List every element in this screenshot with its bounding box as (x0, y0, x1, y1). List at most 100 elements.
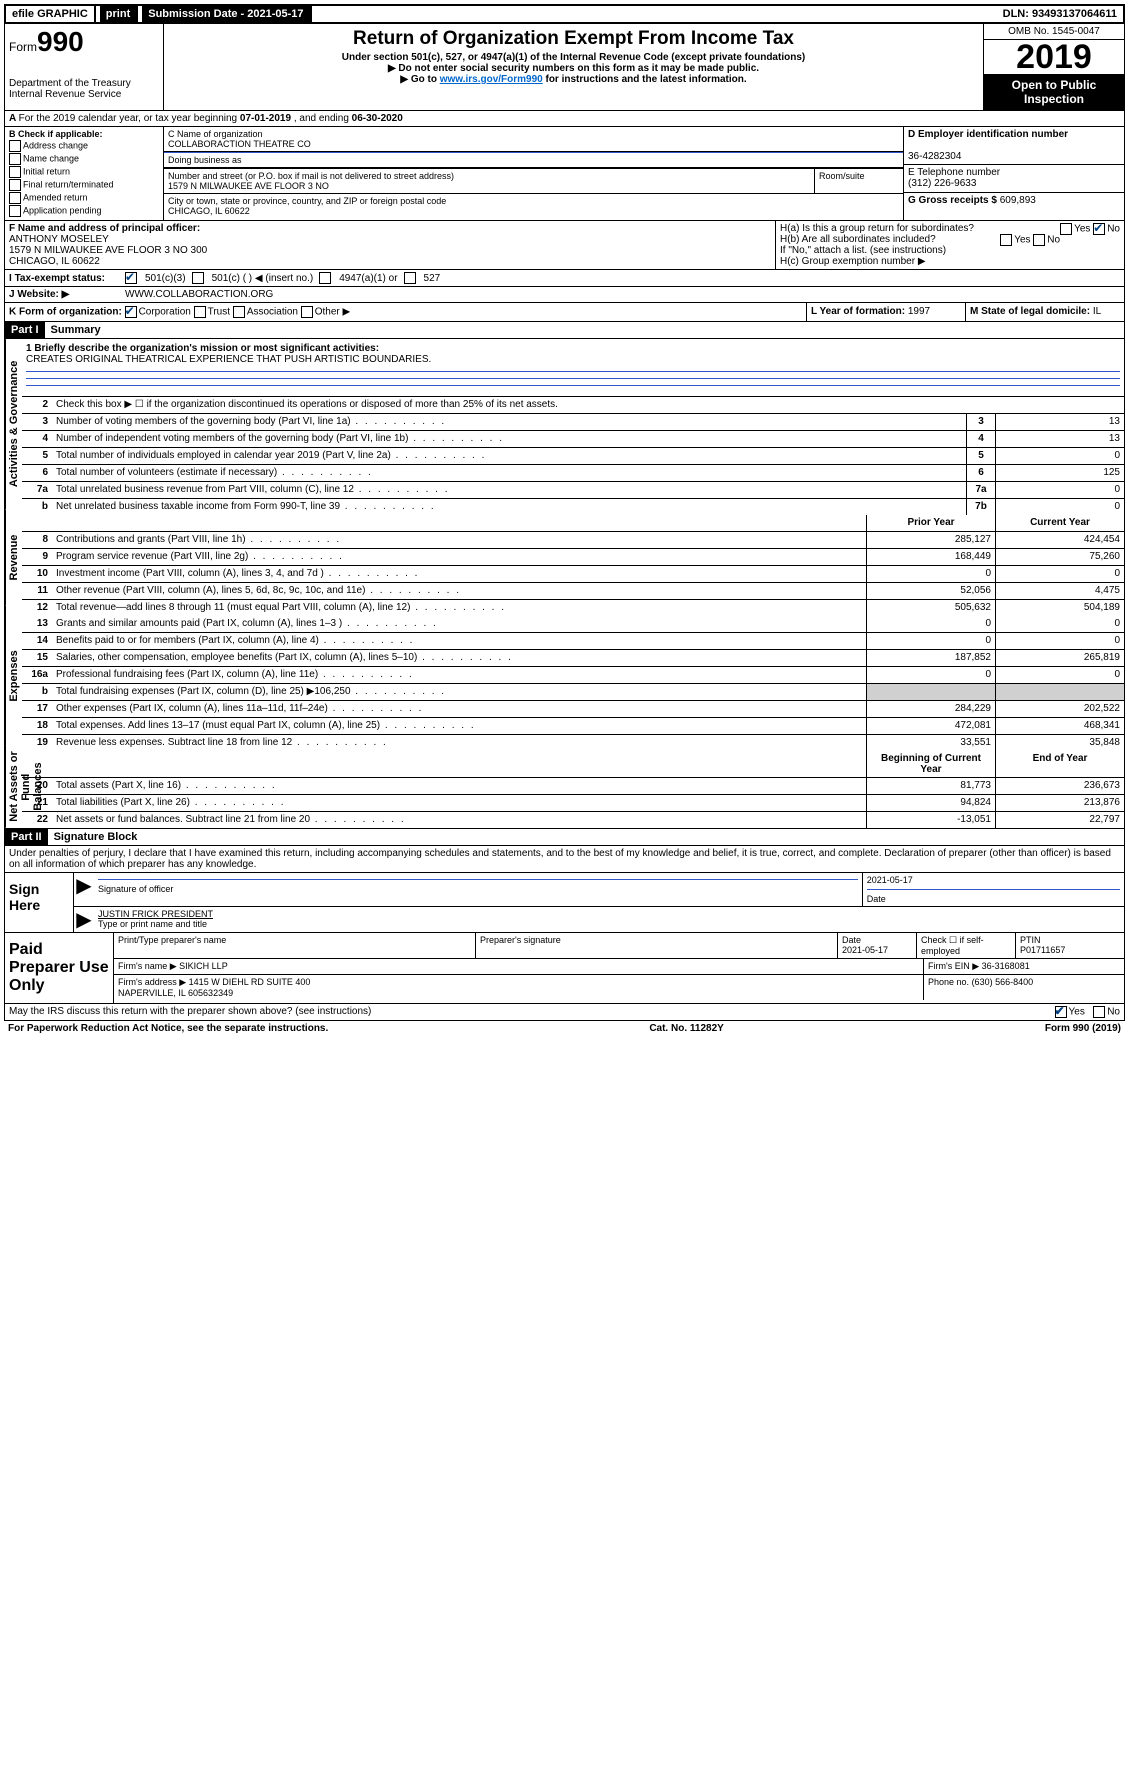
pra-notice: For Paperwork Reduction Act Notice, see … (8, 1023, 328, 1034)
firm-addr-lbl: Firm's address ▶ (118, 977, 186, 987)
table-row: 22Net assets or fund balances. Subtract … (22, 812, 1124, 828)
footer: For Paperwork Reduction Act Notice, see … (4, 1021, 1125, 1036)
chk-final-return[interactable]: Final return/terminated (9, 179, 159, 191)
table-row: 7aTotal unrelated business revenue from … (22, 482, 1124, 499)
side-governance: Activities & Governance (5, 339, 22, 509)
irs-link[interactable]: www.irs.gov/Form990 (440, 74, 543, 85)
top-bar: efile GRAPHIC print Submission Date - 20… (4, 4, 1125, 24)
part1-header: Part I Summary (4, 322, 1125, 339)
hb-yes[interactable] (1000, 234, 1012, 246)
paid-preparer-block: Paid Preparer Use Only Print/Type prepar… (4, 933, 1125, 1004)
firm-name: SIKICH LLP (179, 961, 228, 971)
org-name: COLLABORACTION THEATRE CO (168, 139, 899, 149)
officer-addr: 1579 N MILWAUKEE AVE FLOOR 3 NO 300 CHIC… (9, 245, 207, 267)
hb-no[interactable] (1033, 234, 1045, 246)
table-row: bNet unrelated business taxable income f… (22, 499, 1124, 515)
line2: Check this box ▶ ☐ if the organization d… (52, 397, 1124, 413)
subtitle-1: Under section 501(c), 527, or 4947(a)(1)… (170, 52, 977, 63)
ha-label: H(a) Is this a group return for subordin… (780, 223, 974, 234)
arrow-icon: ▶ (74, 907, 94, 932)
chk-527[interactable] (404, 272, 416, 284)
firm-phone-lbl: Phone no. (928, 977, 969, 987)
perjury-text: Under penalties of perjury, I declare th… (5, 846, 1124, 872)
tax-year: 2019 (984, 40, 1124, 74)
officer-label: F Name and address of principal officer: (9, 223, 200, 234)
chk-501c3[interactable] (125, 272, 137, 284)
print-button[interactable]: print (100, 6, 138, 22)
period-label: For the 2019 calendar year, or tax year … (19, 113, 240, 124)
discuss-no[interactable] (1093, 1006, 1105, 1018)
sig-name: JUSTIN FRICK PRESIDENT (98, 909, 213, 919)
prep-date: 2021-05-17 (842, 945, 888, 955)
firm-phone: (630) 566-8400 (972, 977, 1034, 987)
mission-text: CREATES ORIGINAL THEATRICAL EXPERIENCE T… (26, 354, 431, 365)
hb-note: If "No," attach a list. (see instruction… (780, 245, 1120, 256)
form-prefix: Form (9, 40, 37, 54)
chk-corp[interactable] (125, 306, 137, 318)
form-header: Form990 Department of the Treasury Inter… (4, 24, 1125, 111)
m-val: IL (1093, 306, 1101, 317)
table-row: 3Number of voting members of the governi… (22, 414, 1124, 431)
sig-officer-label: Signature of officer (98, 884, 173, 894)
prep-name-hdr: Print/Type preparer's name (114, 933, 476, 958)
hb-label: H(b) Are all subordinates included? (780, 234, 936, 245)
officer-name: ANTHONY MOSELEY (9, 234, 109, 245)
table-row: 10Investment income (Part VIII, column (… (22, 566, 1124, 583)
chk-other[interactable] (301, 306, 313, 318)
open-public-badge: Open to Public Inspection (984, 74, 1124, 110)
chk-501c[interactable] (192, 272, 204, 284)
ein-label: D Employer identification number (908, 129, 1068, 140)
form-number: 990 (37, 26, 84, 57)
sig-name-label: Type or print name and title (98, 919, 207, 929)
chk-4947[interactable] (319, 272, 331, 284)
side-netassets: Net Assets or Fund Balances (5, 746, 22, 828)
table-row: 5Total number of individuals employed in… (22, 448, 1124, 465)
dln: DLN: 93493137064611 (997, 6, 1123, 22)
form-ref: Form 990 (2019) (1045, 1023, 1121, 1034)
table-row: 20Total assets (Part X, line 16)81,77323… (22, 778, 1124, 795)
box-b-header: B Check if applicable: (9, 129, 103, 139)
table-row: 12Total revenue—add lines 8 through 11 (… (22, 600, 1124, 616)
goto-post: for instructions and the latest informat… (543, 74, 747, 85)
chk-amended[interactable]: Amended return (9, 192, 159, 204)
chk-name-change[interactable]: Name change (9, 153, 159, 165)
side-revenue: Revenue (5, 509, 22, 605)
paid-label: Paid Preparer Use Only (5, 933, 114, 1003)
gross-label: G Gross receipts $ (908, 195, 997, 206)
k-label: K Form of organization: (9, 307, 122, 318)
m-label: M State of legal domicile: (970, 306, 1090, 317)
discuss-yes[interactable] (1055, 1006, 1067, 1018)
l-val: 1997 (908, 306, 930, 317)
officer-group-row: F Name and address of principal officer:… (4, 221, 1125, 270)
form-org-row: K Form of organization: Corporation Trus… (4, 303, 1125, 322)
discuss-text: May the IRS discuss this return with the… (9, 1006, 371, 1018)
goto-pre: ▶ Go to (400, 74, 439, 85)
tax-exempt-row: I Tax-exempt status: 501(c)(3) 501(c) ( … (4, 270, 1125, 287)
table-row: 16aProfessional fundraising fees (Part I… (22, 667, 1124, 684)
ha-yes[interactable] (1060, 223, 1072, 235)
chk-assoc[interactable] (233, 306, 245, 318)
table-row: 6Total number of volunteers (estimate if… (22, 465, 1124, 482)
ha-no[interactable] (1093, 223, 1105, 235)
ein-value: 36-4282304 (908, 151, 961, 162)
chk-initial-return[interactable]: Initial return (9, 166, 159, 178)
ptin-hdr: PTIN (1020, 935, 1041, 945)
chk-app-pending[interactable]: Application pending (9, 205, 159, 217)
form-title: Return of Organization Exempt From Incom… (170, 28, 977, 50)
entity-block: B Check if applicable: Address change Na… (4, 127, 1125, 221)
street: 1579 N MILWAUKEE AVE FLOOR 3 NO (168, 181, 810, 191)
chk-address-change[interactable]: Address change (9, 140, 159, 152)
arrow-icon: ▶ (74, 873, 94, 906)
prep-selfemp: Check ☐ if self-employed (917, 933, 1016, 958)
table-row: 11Other revenue (Part VIII, column (A), … (22, 583, 1124, 600)
table-row: 21Total liabilities (Part X, line 26)94,… (22, 795, 1124, 812)
gross-value: 609,893 (1000, 195, 1036, 206)
sig-date-label: Date (867, 894, 886, 904)
cat-no: Cat. No. 11282Y (649, 1023, 723, 1034)
chk-trust[interactable] (194, 306, 206, 318)
website-row: J Website: ▶ WWW.COLLABORACTION.ORG (4, 287, 1125, 303)
table-row: 18Total expenses. Add lines 13–17 (must … (22, 718, 1124, 735)
dba-label: Doing business as (164, 153, 903, 168)
col-begin: Beginning of Current Year (866, 751, 995, 777)
table-row: 9Program service revenue (Part VIII, lin… (22, 549, 1124, 566)
